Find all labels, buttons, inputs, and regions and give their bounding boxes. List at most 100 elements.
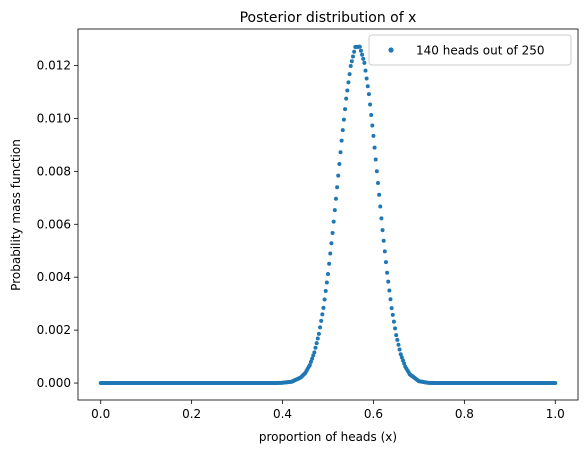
data-point	[380, 228, 385, 233]
data-point	[333, 196, 338, 201]
data-point	[366, 92, 371, 97]
data-point	[340, 128, 345, 133]
data-point	[398, 352, 403, 357]
data-point	[364, 76, 369, 81]
x-tick-label: 0.6	[364, 407, 383, 421]
data-point	[315, 336, 320, 341]
x-tick-label: 1.0	[546, 407, 565, 421]
plot-area	[77, 28, 579, 401]
data-point	[308, 359, 313, 364]
data-point	[352, 49, 357, 54]
data-point	[337, 161, 342, 166]
data-point	[376, 181, 380, 186]
data-point	[553, 381, 558, 386]
data-point	[373, 157, 378, 162]
legend-box	[368, 34, 572, 66]
data-point	[395, 337, 400, 342]
legend-marker	[388, 47, 394, 53]
data-point	[338, 150, 343, 155]
y-tick-label: 0.000	[37, 376, 71, 390]
data-point	[381, 238, 386, 243]
data-point	[316, 331, 321, 336]
data-point	[379, 216, 384, 221]
data-point	[349, 59, 354, 64]
data-point	[370, 123, 375, 128]
data-point	[401, 358, 405, 363]
data-point	[351, 54, 355, 59]
data-point	[345, 88, 350, 93]
legend: 140 heads out of 250	[368, 34, 572, 66]
y-tick-label: 0.008	[37, 164, 71, 178]
data-point	[360, 52, 365, 57]
data-point	[357, 44, 362, 49]
x-tick-label: 0.8	[455, 407, 474, 421]
data-point	[396, 342, 401, 347]
x-tick-label: 0.0	[91, 407, 110, 421]
data-point	[386, 279, 391, 284]
data-point	[390, 312, 395, 317]
x-axis: 0.0 0.2 0.4 0.6 0.8 1.0	[91, 400, 565, 421]
data-point	[389, 306, 394, 311]
data-point	[365, 84, 370, 89]
data-point	[307, 363, 312, 368]
data-point	[326, 272, 330, 277]
data-point	[318, 325, 323, 330]
y-tick-label: 0.002	[37, 323, 71, 337]
y-tick-label: 0.010	[37, 111, 71, 125]
data-point	[336, 173, 341, 178]
data-point	[388, 297, 393, 302]
data-point	[324, 280, 329, 285]
data-point	[332, 208, 337, 213]
data-point	[369, 113, 374, 117]
data-point	[383, 260, 388, 265]
data-point	[377, 192, 382, 197]
data-point	[335, 185, 340, 190]
data-point	[387, 288, 392, 293]
legend-label: 140 heads out of 250	[416, 44, 545, 58]
data-point	[320, 312, 325, 317]
data-point	[322, 297, 327, 302]
data-point	[363, 68, 368, 73]
data-point	[382, 249, 387, 254]
y-axis: 0.000 0.002 0.004 0.006 0.008 0.010 0.012	[37, 59, 78, 390]
data-point	[348, 64, 353, 69]
chart-title: Posterior distribution of x	[240, 10, 417, 26]
x-tick-label: 0.2	[182, 407, 201, 421]
data-point	[331, 219, 336, 224]
y-tick-label: 0.004	[37, 270, 71, 284]
data-points	[98, 44, 558, 386]
x-tick-label: 0.4	[273, 407, 292, 421]
data-point	[394, 333, 399, 338]
data-point	[343, 107, 348, 112]
data-point	[319, 318, 324, 323]
data-point	[374, 169, 379, 174]
y-tick-label: 0.012	[37, 59, 71, 73]
data-point	[393, 326, 398, 331]
data-point	[311, 353, 316, 358]
data-point	[327, 261, 332, 266]
data-point	[323, 288, 328, 293]
data-point	[346, 80, 351, 85]
data-point	[402, 361, 407, 366]
data-point	[329, 241, 334, 246]
data-point	[371, 133, 376, 138]
data-point	[341, 117, 346, 122]
data-point	[328, 251, 333, 256]
data-point	[385, 270, 390, 275]
y-axis-label: Probability mass function	[9, 139, 23, 291]
x-axis-label: proportion of heads (x)	[259, 430, 397, 444]
data-point	[310, 356, 315, 361]
data-point	[321, 305, 326, 310]
data-point	[339, 138, 344, 143]
y-tick-label: 0.006	[37, 217, 71, 231]
data-point	[358, 48, 363, 53]
data-point	[347, 72, 352, 77]
data-point	[314, 341, 319, 346]
plot-frame	[77, 28, 579, 401]
data-point	[344, 96, 349, 101]
data-point	[313, 345, 318, 350]
data-point	[361, 56, 366, 61]
data-point	[368, 102, 373, 107]
data-point	[399, 355, 404, 360]
